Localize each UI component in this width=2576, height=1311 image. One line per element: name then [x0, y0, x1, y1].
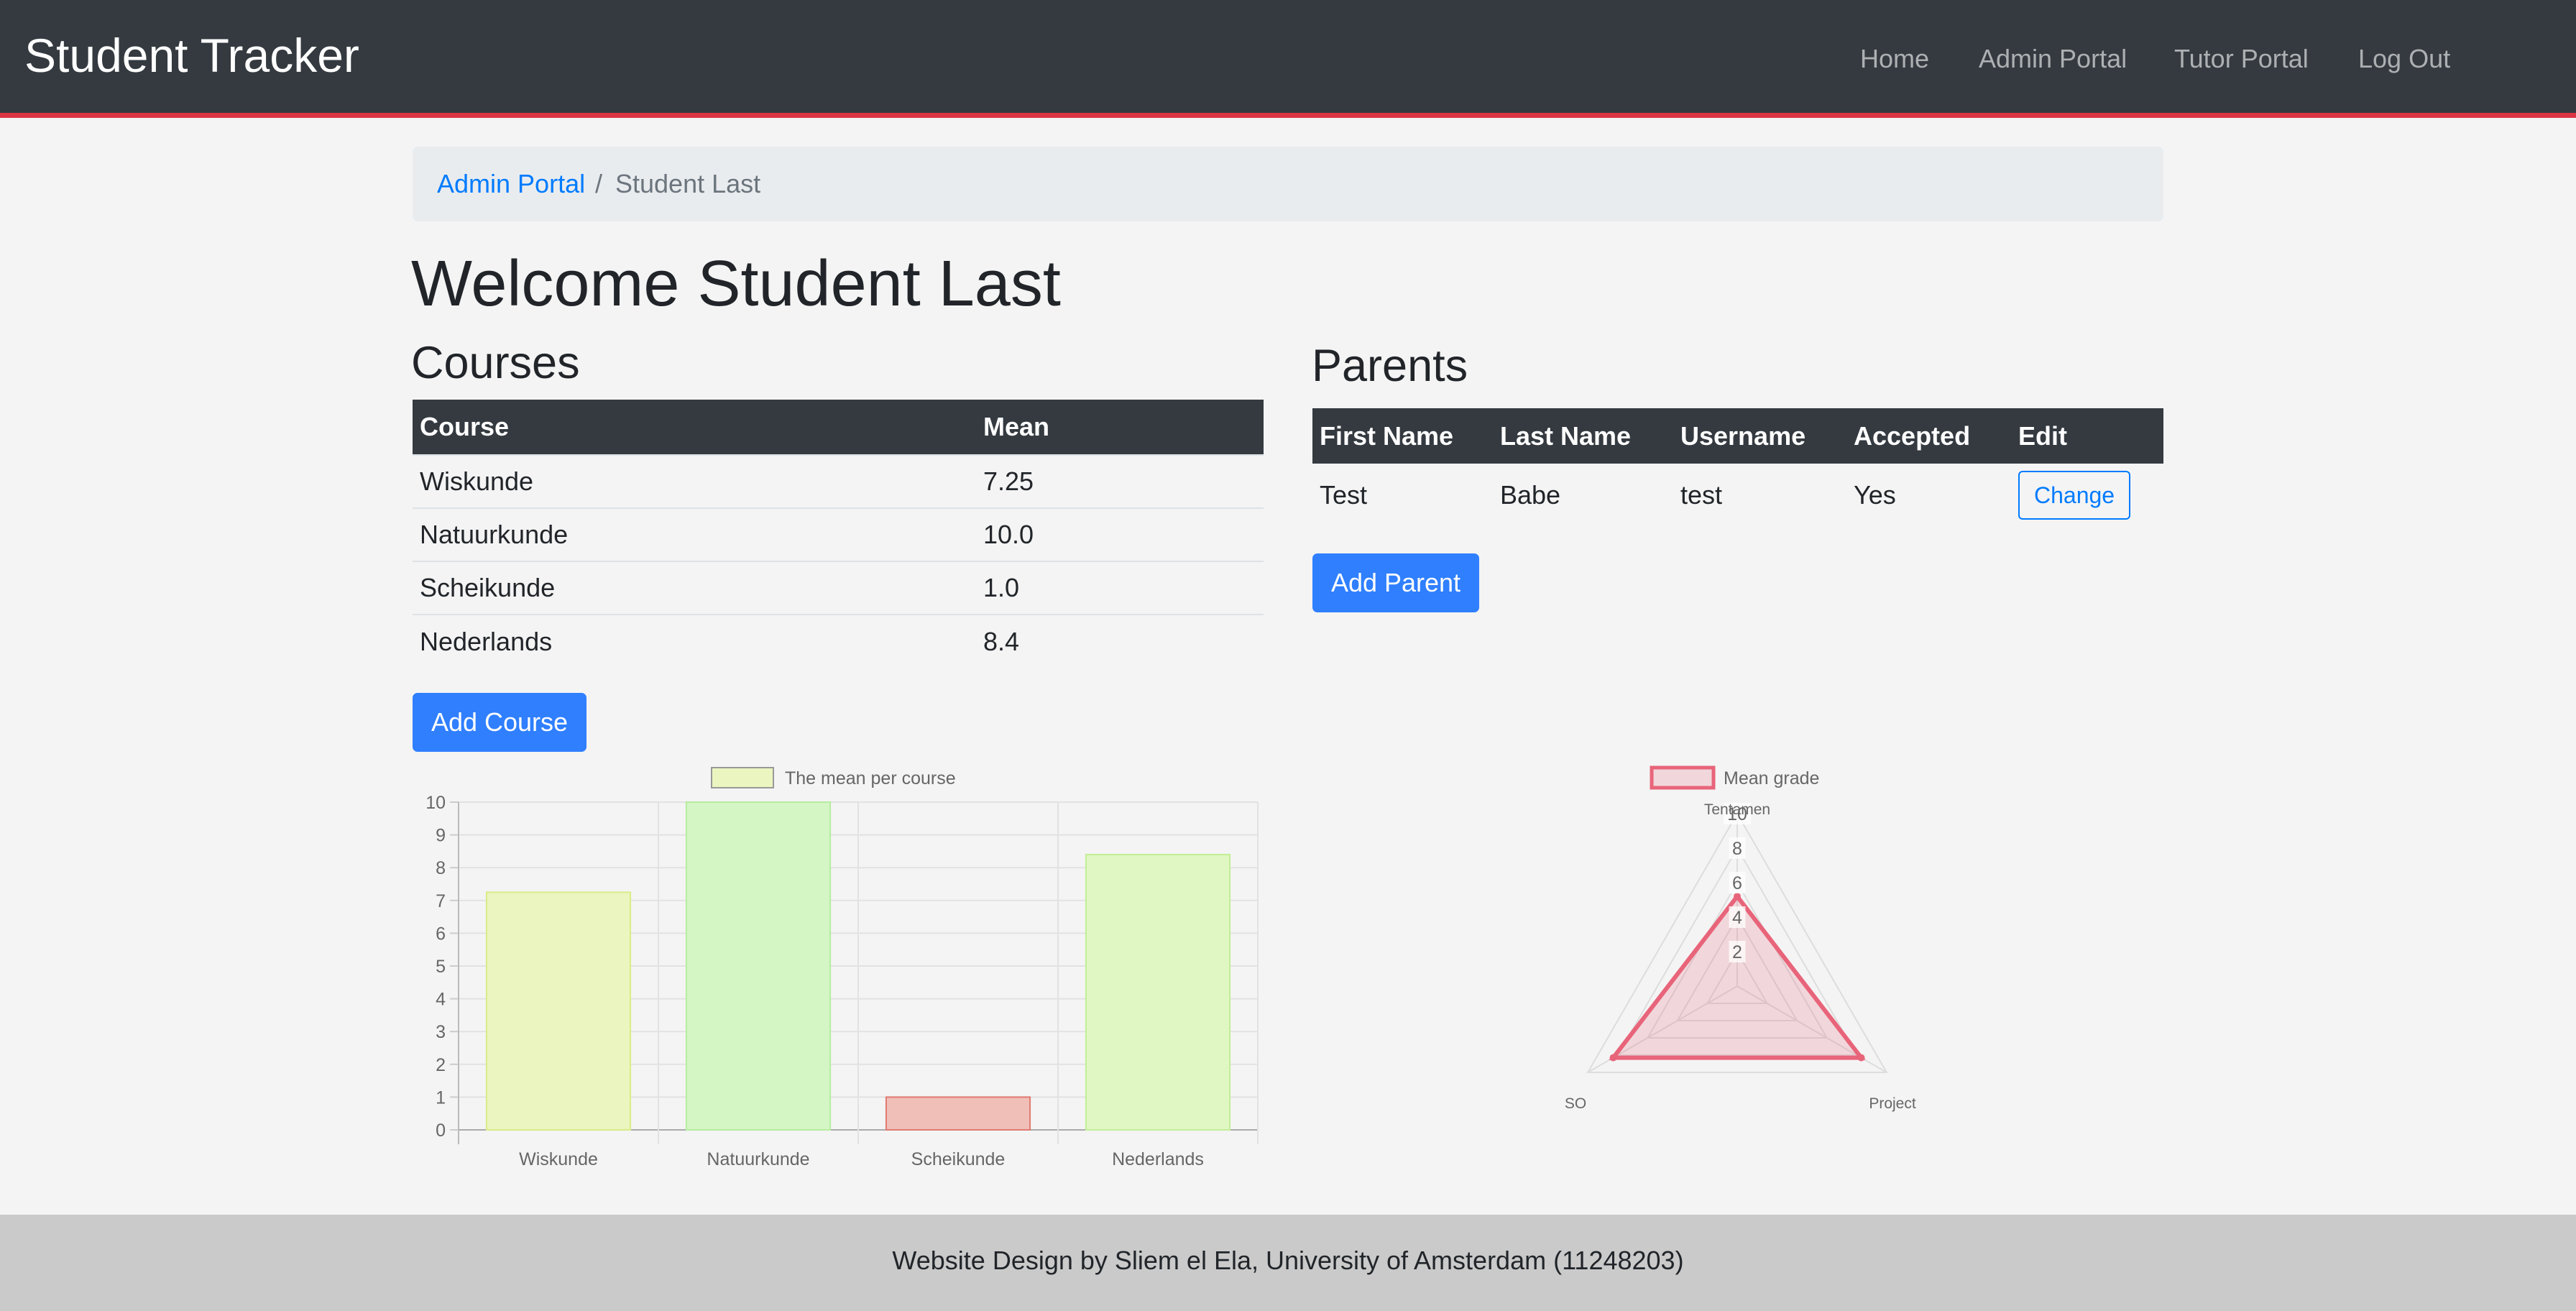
courses-table: Course Mean Wiskunde 7.25 Natuurkunde 10… [413, 400, 1264, 668]
radar-point [1609, 1054, 1617, 1062]
table-row: Wiskunde 7.25 [413, 454, 1264, 508]
radar-tick-backdrop [1729, 906, 1746, 928]
mean-per-course-bar-chart: The mean per course 0 1 2 3 4 5 6 7 8 9 10 Wiskunde N… [426, 767, 1259, 1169]
radar-tick-backdrop [1729, 837, 1746, 859]
radar-grid-ring [1706, 949, 1769, 1004]
nav-tutor-portal[interactable]: Tutor Portal [2174, 44, 2309, 73]
y-tick-label: 6 [436, 924, 446, 944]
course-mean: 7.25 [976, 454, 1264, 508]
parent-accepted: Yes [1854, 480, 1896, 510]
legend-swatch [1650, 765, 1716, 790]
radar-axis-label: SO [1565, 1095, 1586, 1112]
radar-tick-backdrop [1729, 941, 1746, 962]
breadcrumb-admin-portal[interactable]: Admin Portal [437, 169, 586, 198]
parents-col-first-name: First Name [1312, 408, 1493, 464]
course-mean: 8.4 [976, 614, 1264, 668]
radar-point [1857, 1054, 1865, 1062]
radar-point [1734, 893, 1741, 901]
add-parent-button[interactable]: Add Parent [1312, 553, 1479, 612]
radar-grid-ring [1676, 915, 1798, 1021]
breadcrumb-current: Student Last [615, 169, 761, 198]
y-tick-label: 3 [436, 1022, 446, 1042]
bar-nederlands [1085, 853, 1231, 1131]
radar-tick-label: 4 [1732, 908, 1742, 928]
course-name: Scheikunde [413, 561, 976, 615]
parents-table: First Name Last Name Username Accepted E… [1312, 408, 2163, 527]
y-tick-label: 1 [436, 1087, 446, 1108]
legend-label: Mean grade [1724, 768, 1819, 788]
parents-col-edit: Edit [2011, 408, 2163, 464]
y-tick-label: 9 [436, 826, 446, 846]
page-title: Welcome Student Last [411, 248, 1061, 320]
legend-swatch [711, 767, 774, 788]
course-name: Wiskunde [413, 454, 976, 508]
brand-title[interactable]: Student Tracker [24, 29, 359, 82]
parents-col-accepted: Accepted [1846, 408, 2011, 464]
change-parent-button[interactable]: Change [2018, 471, 2131, 520]
radar-tick-label: 2 [1732, 942, 1742, 962]
courses-col-course: Course [413, 400, 976, 455]
nav-admin-portal[interactable]: Admin Portal [1979, 44, 2128, 73]
x-tick-label: Natuurkunde [707, 1149, 809, 1169]
table-row: Nederlands 8.4 [413, 614, 1264, 668]
add-course-button[interactable]: Add Course [413, 693, 586, 752]
parent-username: test [1680, 480, 1723, 510]
parent-first-name: Test [1320, 480, 1368, 510]
y-tick-label: 7 [436, 891, 446, 911]
bar-wiskunde [485, 891, 632, 1131]
legend-label: The mean per course [785, 768, 956, 788]
y-tick-label: 10 [426, 793, 446, 813]
breadcrumb: Admin Portal / Student Last [413, 147, 2163, 221]
course-mean: 10.0 [976, 507, 1264, 561]
parent-last-name: Babe [1500, 480, 1561, 510]
radar-grid-ring [1586, 812, 1888, 1073]
bar-scheikunde [885, 1096, 1031, 1131]
radar-axis-label: Project [1869, 1095, 1916, 1112]
course-name: Nederlands [413, 614, 976, 668]
footer-credit: Website Design by Sliem el Ela, Universi… [892, 1246, 1684, 1275]
nav-log-out[interactable]: Log Out [2358, 44, 2451, 73]
radar-tick-label: 6 [1732, 873, 1742, 893]
nav-home[interactable]: Home [1860, 44, 1930, 73]
x-tick-label: Wiskunde [519, 1149, 598, 1169]
radar-tick-label: 10 [1727, 804, 1747, 824]
table-row: Test Babe test Yes Change [1312, 464, 2163, 527]
radar-series-mean-grade [1609, 893, 1866, 1060]
x-tick-label: Scheikunde [911, 1149, 1006, 1169]
table-row: Scheikunde 1.0 [413, 561, 1264, 615]
radar-axis-label: Tentamen [1704, 801, 1770, 818]
radar-grid-ring [1616, 847, 1859, 1056]
y-tick-label: 4 [436, 990, 446, 1010]
table-row: Natuurkunde 10.0 [413, 507, 1264, 561]
parents-col-last-name: Last Name [1493, 408, 1673, 464]
courses-heading: Courses [411, 338, 580, 388]
y-tick-label: 5 [436, 957, 446, 977]
navbar: Student Tracker Home Admin Portal Tutor … [0, 0, 2576, 118]
course-name: Natuurkunde [413, 507, 976, 561]
y-tick-label: 8 [436, 858, 446, 878]
bar-natuurkunde [685, 801, 832, 1131]
y-tick-label: 0 [436, 1121, 446, 1141]
course-mean: 1.0 [976, 561, 1264, 615]
radar-tick-label: 8 [1732, 839, 1742, 859]
parents-col-username: Username [1673, 408, 1846, 464]
radar-grid-ring [1646, 881, 1828, 1039]
radar-tick-backdrop [1724, 803, 1751, 824]
courses-col-mean: Mean [976, 400, 1264, 455]
radar-tick-backdrop [1729, 872, 1746, 893]
breadcrumb-separator: / [595, 169, 603, 198]
footer: Website Design by Sliem el Ela, Universi… [0, 1215, 2576, 1311]
parents-heading: Parents [1312, 341, 1468, 391]
x-tick-label: Nederlands [1112, 1149, 1204, 1169]
y-tick-label: 2 [436, 1055, 446, 1075]
